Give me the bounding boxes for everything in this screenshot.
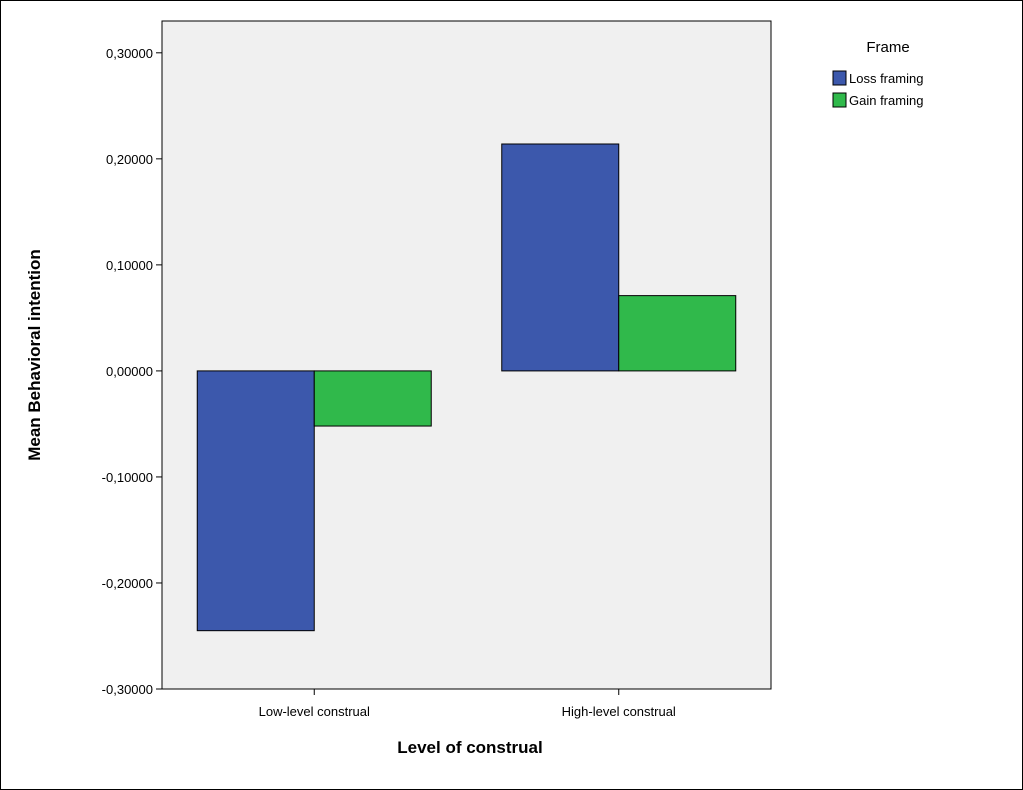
bar-loss-high (501, 143, 620, 372)
y-tick-label: -0,20000 (102, 576, 153, 591)
y-tick-label: -0,10000 (102, 470, 153, 485)
y-tick-label: 0,00000 (106, 364, 153, 379)
y-tick-label: 0,20000 (106, 152, 153, 167)
x-axis-title: Level of construal (397, 738, 542, 757)
legend: Frame Loss framing Gain framing (832, 39, 923, 108)
x-axis: Low-level construal High-level construal (259, 689, 676, 719)
y-tick-label: -0,30000 (102, 682, 153, 697)
legend-title: Frame (866, 39, 909, 56)
legend-label-loss: Loss framing (849, 71, 923, 86)
x-tick-label: Low-level construal (259, 704, 370, 719)
legend-swatch-loss (832, 70, 847, 86)
legend-label-gain: Gain framing (849, 93, 923, 108)
bars-group (196, 143, 737, 632)
y-axis-title: Mean Behavioral intention (25, 249, 44, 461)
bar-loss-low (196, 370, 315, 632)
bar-gain-low (313, 370, 432, 427)
y-tick-label: 0,10000 (106, 258, 153, 273)
y-axis: -0,30000 -0,20000 -0,10000 0,00000 0,10000 0,… (102, 46, 162, 697)
legend-swatch-gain (832, 92, 847, 108)
x-tick-label: High-level construal (562, 704, 676, 719)
bar-gain-high (618, 295, 737, 372)
y-tick-label: 0,30000 (106, 46, 153, 61)
